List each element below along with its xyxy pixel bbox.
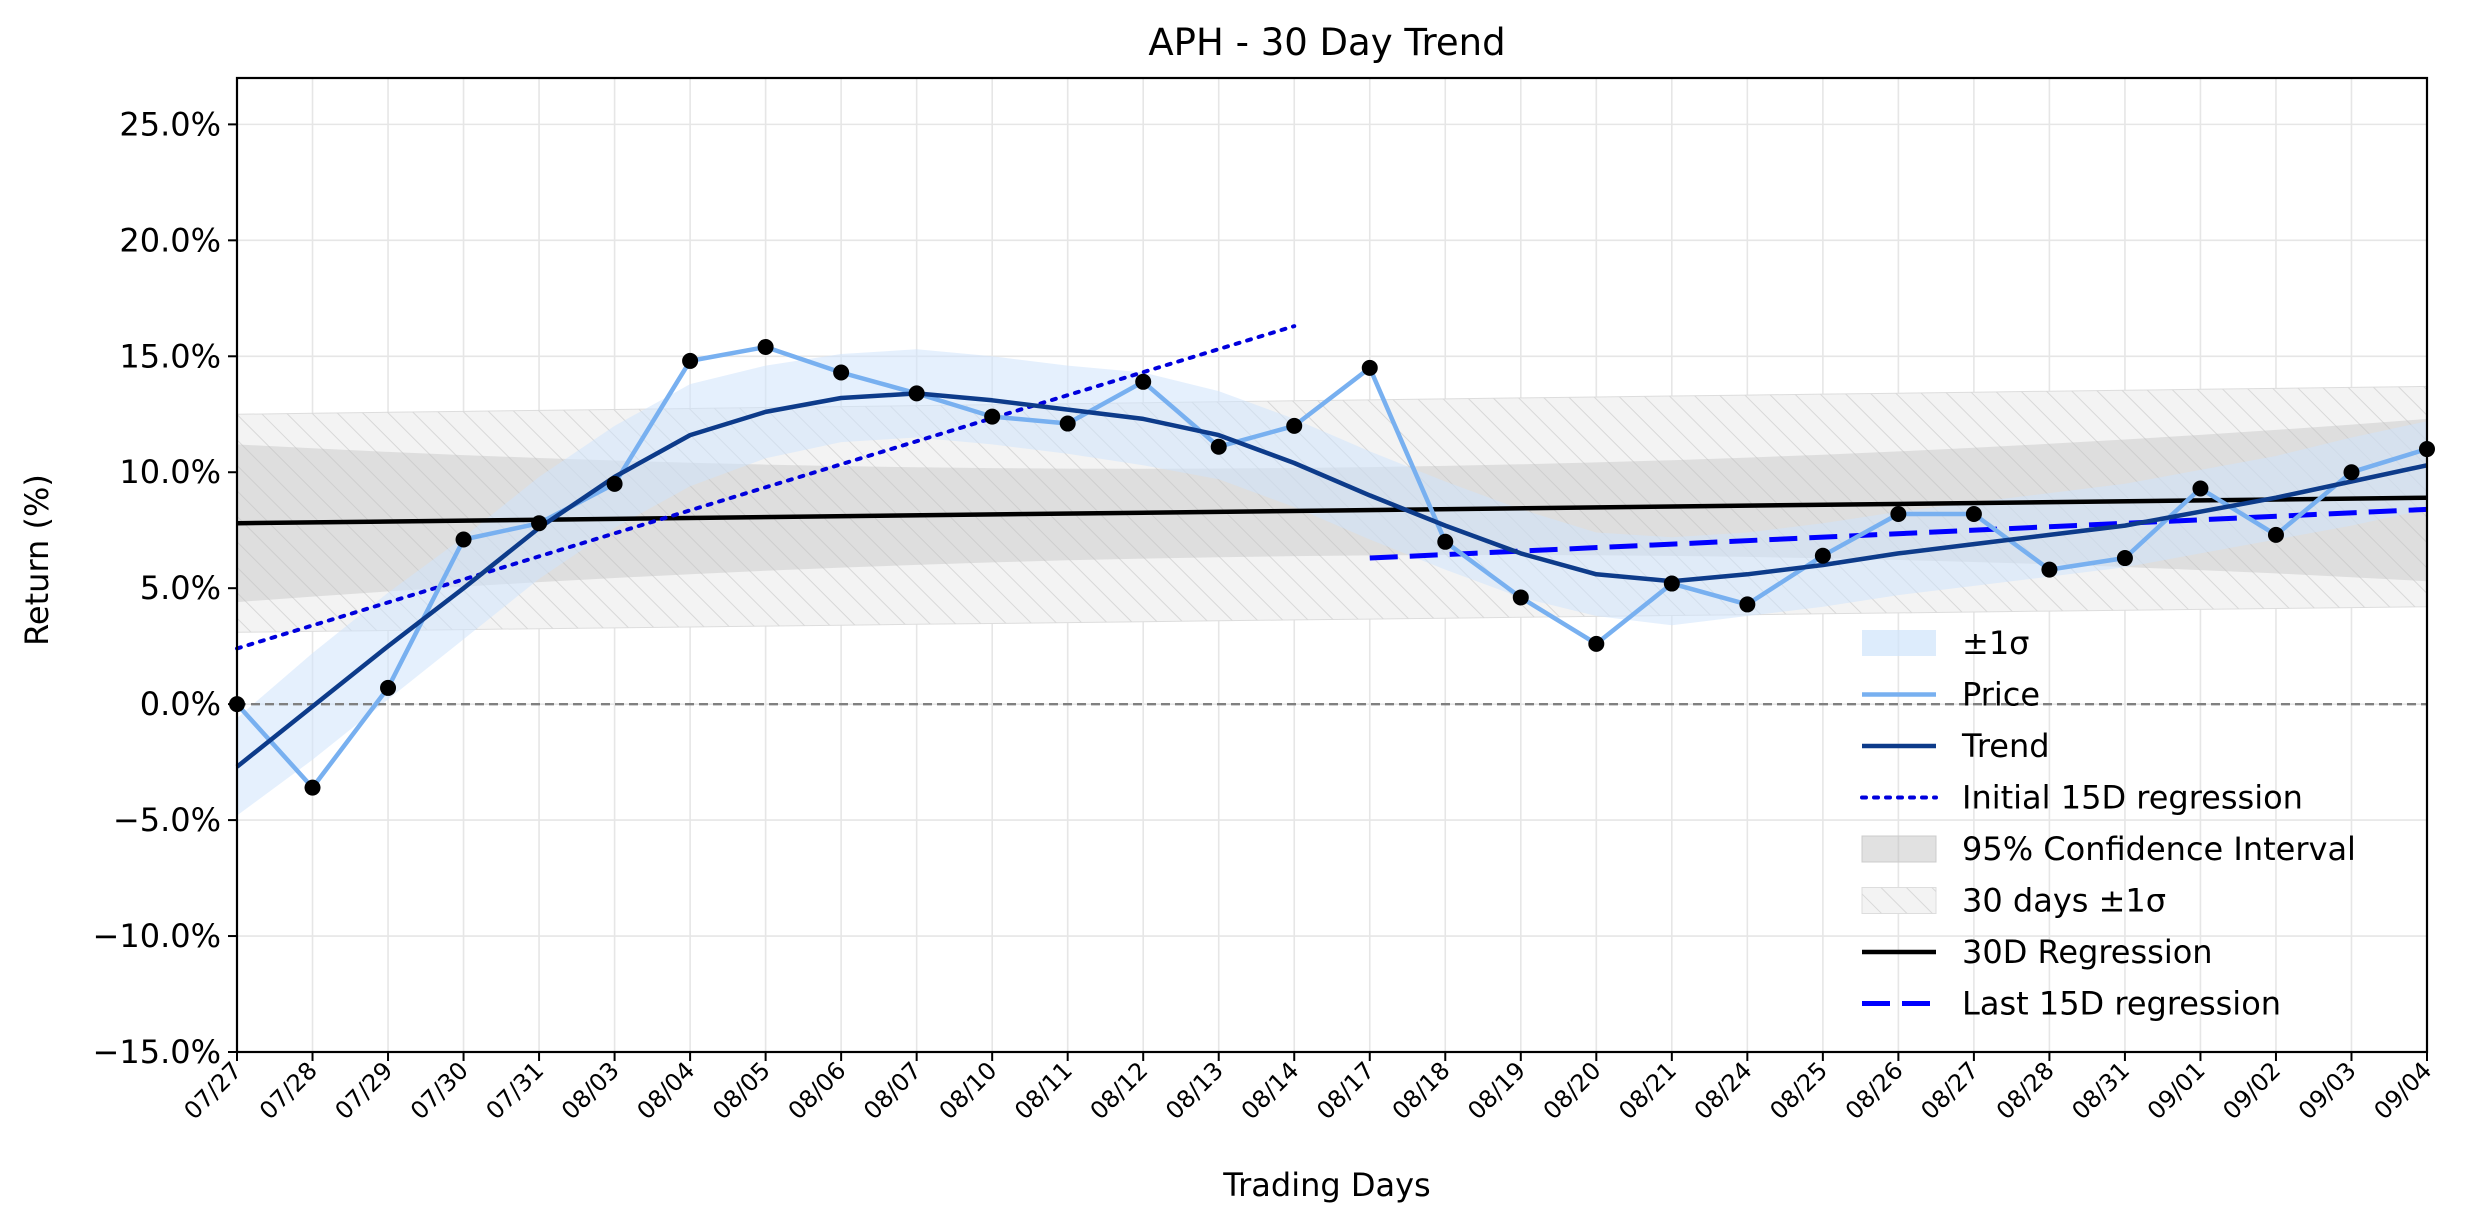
y-tick-label: 0.0% <box>140 685 221 723</box>
legend-label: ±1σ <box>1962 624 2029 662</box>
price-point <box>984 408 1001 425</box>
price-point <box>531 515 548 532</box>
y-tick-label: 20.0% <box>119 221 221 259</box>
legend-label: Initial 15D regression <box>1962 779 2303 817</box>
price-point <box>682 352 699 369</box>
legend-label: 30 days ±1σ <box>1962 882 2166 920</box>
y-tick-label: 5.0% <box>140 569 221 607</box>
price-point <box>1965 505 1982 522</box>
price-point <box>757 339 774 356</box>
x-tick-label: 08/27 <box>1915 1056 1984 1125</box>
x-tick-label: 08/04 <box>632 1056 701 1125</box>
price-point <box>2041 561 2058 578</box>
legend-label: 30D Regression <box>1962 933 2213 971</box>
price-point <box>2343 464 2360 481</box>
x-tick-label: 07/30 <box>405 1056 474 1125</box>
price-point <box>1890 505 1907 522</box>
x-tick-label: 08/31 <box>2066 1056 2135 1125</box>
y-tick-label: −5.0% <box>113 801 221 839</box>
y-tick-label: 15.0% <box>119 337 221 375</box>
price-point <box>1361 359 1378 376</box>
trend-line <box>235 391 2428 769</box>
price-point <box>833 364 850 381</box>
legend-swatch-30d-hatch <box>1862 887 1936 914</box>
x-tick-label: 08/28 <box>1991 1056 2060 1125</box>
legend-label: Last 15D regression <box>1962 985 2281 1023</box>
x-axis-label: Trading Days <box>1222 1166 1430 1204</box>
x-tick-label: 08/05 <box>707 1056 776 1125</box>
regression-30d-line <box>236 495 2428 526</box>
price-point <box>1437 533 1454 550</box>
price-point <box>1663 575 1680 592</box>
x-tick-label: 09/01 <box>2142 1056 2211 1125</box>
legend-label: 95% Confidence Interval <box>1962 830 2356 868</box>
y-axis-label: Return (%) <box>18 474 56 646</box>
plot-frame <box>235 76 2429 1054</box>
legend-label: Price <box>1962 676 2040 714</box>
price-point <box>2267 526 2284 543</box>
x-tick-label: 08/26 <box>1840 1056 1909 1125</box>
chart-title: APH - 30 Day Trend <box>1148 21 1505 64</box>
price-point <box>2192 480 2209 497</box>
x-tick-label: 08/11 <box>1009 1056 1078 1125</box>
x-tick-label: 08/13 <box>1160 1056 1229 1125</box>
price-point <box>606 475 623 492</box>
x-tick-label: 08/21 <box>1613 1056 1682 1125</box>
legend-swatch-sigma <box>1862 630 1936 656</box>
x-tick-label: 08/19 <box>1462 1056 1531 1125</box>
price-point <box>1135 373 1152 390</box>
price-point <box>2116 550 2133 567</box>
price-point <box>304 779 321 796</box>
price-point <box>380 679 397 696</box>
y-tick-label: 10.0% <box>119 453 221 491</box>
legend-swatch-ci <box>1861 835 1937 863</box>
x-tick-label: 08/03 <box>556 1056 625 1125</box>
x-tick-label: 08/17 <box>1311 1056 1380 1125</box>
price-point <box>1588 635 1605 652</box>
x-tick-label: 09/04 <box>2369 1056 2438 1125</box>
y-tick-label: −15.0% <box>93 1033 221 1071</box>
regression-initial-15d-line <box>235 324 1297 651</box>
x-tick-label: 08/25 <box>1764 1056 1833 1125</box>
x-tick-label: 07/29 <box>330 1056 399 1125</box>
price-point <box>908 385 925 402</box>
sigma-band <box>237 349 2427 816</box>
price-point <box>1210 438 1227 455</box>
x-tick-label: 07/31 <box>481 1056 550 1125</box>
x-tick-label: 08/24 <box>1689 1056 1758 1125</box>
x-tick-label: 08/07 <box>858 1056 927 1125</box>
price-line <box>235 344 2428 790</box>
x-tick-label: 09/03 <box>2293 1056 2362 1125</box>
y-tick-label: 25.0% <box>119 105 221 143</box>
x-tick-label: 08/20 <box>1538 1056 1607 1125</box>
x-tick-label: 08/06 <box>783 1056 852 1125</box>
price-point <box>1059 415 1076 432</box>
x-tick-label: 09/02 <box>2217 1056 2286 1125</box>
x-tick-label: 08/12 <box>1085 1056 1154 1125</box>
price-point <box>1739 596 1756 613</box>
price-point <box>1286 417 1303 434</box>
x-tick-label: 08/14 <box>1236 1056 1305 1125</box>
x-tick-label: 08/10 <box>934 1056 1003 1125</box>
price-point <box>1814 547 1831 564</box>
legend-label: Trend <box>1961 727 2050 765</box>
legend: ±1σ Price Trend Initial 15D regression 95% C… <box>1860 624 2356 1023</box>
y-tick-label: −10.0% <box>93 917 221 955</box>
price-point <box>455 531 472 548</box>
x-tick-label: 08/18 <box>1387 1056 1456 1125</box>
price-point <box>1512 589 1529 606</box>
x-tick-label: 07/28 <box>254 1056 323 1125</box>
